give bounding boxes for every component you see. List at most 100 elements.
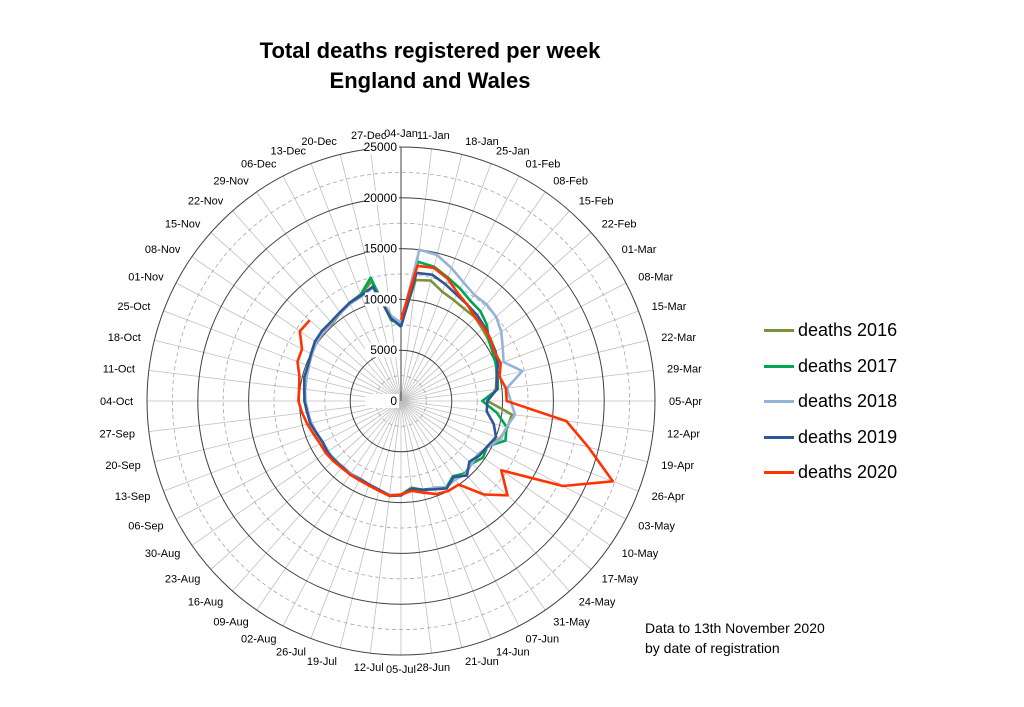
spoke-line: [400, 369, 654, 402]
category-label: 05-Jul: [386, 664, 416, 676]
spoke-line: [369, 400, 402, 654]
spoke-line: [282, 175, 402, 402]
legend-item: deaths 2018: [764, 384, 897, 420]
category-label: 01-Feb: [526, 159, 561, 171]
category-label: 08-Nov: [145, 244, 181, 256]
radial-tick-label: 15000: [364, 242, 398, 256]
grid-circle-minor: [222, 222, 580, 580]
spoke-line: [191, 256, 402, 402]
spoke-line: [400, 400, 627, 520]
tick-label-bg: [365, 190, 399, 205]
category-label: 31-May: [553, 617, 590, 629]
spoke-line: [400, 400, 492, 639]
category-label: 13-Sep: [115, 491, 150, 503]
category-label: 23-Aug: [165, 574, 200, 586]
tick-label-bg: [365, 241, 399, 256]
category-label: 07-Jun: [526, 633, 560, 645]
category-label: 21-Jun: [465, 656, 499, 668]
tick-label-bg: [365, 343, 399, 358]
legend-label: deaths 2018: [798, 391, 898, 412]
chart-subtitle: England and Wales: [329, 68, 531, 93]
tick-label-bg: [365, 394, 399, 408]
category-label: 27-Sep: [100, 428, 135, 440]
radial-tick-label: 20000: [364, 191, 398, 205]
category-label: 11-Oct: [103, 364, 135, 376]
spoke-line: [232, 400, 402, 592]
radial-tick-label: 10000: [364, 292, 398, 306]
spoke-line: [210, 400, 402, 570]
chart-title-block: Total deaths registered per week England…: [170, 36, 690, 96]
tick-label-bg: [365, 292, 399, 307]
spoke-line: [400, 256, 611, 402]
legend-swatch: [764, 400, 794, 404]
category-label: 16-Aug: [188, 597, 223, 609]
category-label: 15-Nov: [165, 218, 201, 230]
radial-tick-label: 0: [390, 394, 397, 408]
category-label: 04-Jan: [384, 128, 418, 140]
category-label: 06-Sep: [128, 521, 163, 533]
legend-label: deaths 2017: [798, 355, 898, 376]
legend-swatch: [764, 364, 794, 368]
data-note-line2: by date of registration: [645, 640, 780, 656]
category-label: 26-Apr: [652, 491, 685, 503]
category-label: 02-Aug: [241, 633, 276, 645]
legend-item: deaths 2020: [764, 455, 897, 491]
category-label: 13-Dec: [271, 145, 307, 157]
legend-item: deaths 2019: [764, 420, 897, 456]
legend: deaths 2016 deaths 2017 deaths 2018 deaths …: [764, 313, 897, 491]
category-label: 15-Feb: [579, 195, 614, 207]
data-note: Data to 13th November 2020 by date of re…: [645, 618, 825, 658]
spoke-line: [175, 282, 402, 402]
radial-tick-label: 25000: [364, 140, 398, 154]
spoke-line: [400, 154, 463, 402]
category-label: 25-Oct: [117, 301, 150, 313]
category-label: 17-May: [602, 574, 639, 586]
legend-label: deaths 2020: [798, 462, 898, 483]
spoke-line: [154, 400, 402, 463]
spoke-line: [400, 400, 611, 546]
category-label: 15-Mar: [652, 301, 687, 313]
spoke-line: [148, 400, 402, 433]
category-label: 10-May: [622, 548, 659, 560]
category-label: 18-Jan: [465, 136, 499, 148]
legend-swatch: [764, 329, 794, 333]
category-label: 20-Dec: [301, 136, 337, 148]
category-label: 22-Mar: [661, 332, 696, 344]
spoke-line: [339, 400, 402, 648]
spoke-line: [400, 400, 639, 492]
legend-swatch: [764, 435, 794, 439]
radar-grid: [146, 146, 656, 656]
category-label: 24-May: [579, 597, 616, 609]
category-label: 19-Apr: [661, 460, 694, 472]
category-label: 09-Aug: [213, 617, 248, 629]
data-note-line1: Data to 13th November 2020: [645, 620, 825, 636]
category-label: 12-Jul: [354, 662, 384, 674]
category-label: 30-Aug: [145, 548, 180, 560]
legend-label: deaths 2019: [798, 426, 898, 447]
category-label: 20-Sep: [105, 460, 140, 472]
spoke-line: [310, 163, 402, 402]
series-line-5: [296, 264, 615, 498]
category-label: 01-Nov: [128, 272, 164, 284]
category-label: 12-Apr: [667, 428, 700, 440]
legend-label: deaths 2016: [798, 320, 898, 341]
category-label: 14-Jun: [496, 647, 530, 659]
spoke-line: [400, 400, 520, 627]
category-label: 29-Mar: [667, 364, 702, 376]
radial-tick-label: 5000: [370, 343, 397, 357]
series-layer: [296, 248, 615, 498]
category-label: 18-Oct: [108, 332, 141, 344]
legend-item: deaths 2017: [764, 349, 897, 385]
chart-title: Total deaths registered per week: [259, 38, 601, 63]
category-label: 08-Mar: [638, 272, 673, 284]
radial-tick-labels: 0 5000 10000 15000 20000 25000: [364, 140, 399, 408]
category-label: 04-Oct: [100, 396, 133, 408]
category-label: 27-Dec: [351, 130, 387, 142]
category-label: 22-Feb: [602, 218, 637, 230]
category-label: 11-Jan: [417, 130, 450, 142]
category-label: 25-Jan: [496, 145, 530, 157]
category-label: 29-Nov: [213, 175, 249, 187]
legend-item: deaths 2016: [764, 313, 897, 349]
